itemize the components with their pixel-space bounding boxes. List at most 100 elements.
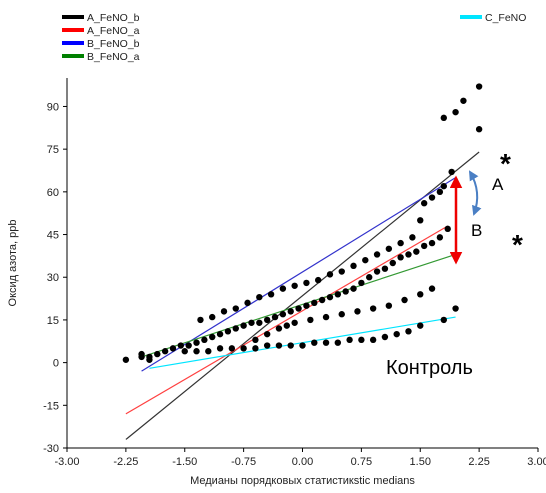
legend-label-B_FeNO_a: B_FeNO_a bbox=[87, 51, 140, 63]
data-point bbox=[303, 302, 310, 309]
data-point bbox=[244, 299, 251, 307]
data-point bbox=[185, 342, 192, 349]
data-point bbox=[146, 353, 153, 361]
data-point bbox=[409, 234, 416, 241]
blue-double-arrow bbox=[468, 170, 482, 216]
legend-label-B_FeNO_b: B_FeNO_b bbox=[87, 38, 140, 50]
y-tick-label: -30 bbox=[43, 443, 59, 455]
data-point bbox=[220, 308, 228, 315]
asterisk-upper: * bbox=[500, 148, 511, 179]
data-point bbox=[232, 305, 239, 312]
data-point bbox=[201, 336, 208, 344]
asterisk-lower: * bbox=[512, 229, 523, 260]
data-point bbox=[315, 276, 322, 284]
data-point bbox=[428, 194, 436, 201]
axes: -3.00 -2.25 -1.50 -0.75 0.00 0.75 1.50 2.25 3.00… bbox=[7, 78, 546, 487]
data-point bbox=[475, 83, 483, 90]
data-point bbox=[334, 339, 342, 346]
data-point bbox=[369, 305, 377, 312]
legend: A_FeNO_bA_FeNO_aB_FeNO_bB_FeNO_a C_FeNO bbox=[62, 12, 526, 63]
x-tick-label: 1.50 bbox=[410, 456, 431, 468]
data-point bbox=[197, 316, 204, 324]
data-point bbox=[216, 330, 224, 338]
data-point bbox=[420, 200, 428, 207]
data-point bbox=[420, 242, 428, 250]
data-point bbox=[452, 108, 459, 116]
y-tick-label: 0 bbox=[53, 358, 59, 370]
data-point bbox=[252, 336, 259, 344]
data-point bbox=[279, 311, 287, 318]
data-point bbox=[326, 271, 334, 278]
data-point bbox=[381, 333, 389, 341]
data-point bbox=[452, 305, 459, 312]
data-point bbox=[275, 342, 283, 349]
data-point bbox=[248, 319, 255, 326]
data-point bbox=[448, 168, 455, 176]
data-point bbox=[350, 285, 357, 292]
data-point bbox=[373, 268, 381, 275]
data-point bbox=[358, 279, 365, 287]
data-point bbox=[267, 291, 275, 298]
data-point bbox=[440, 316, 447, 324]
data-point bbox=[240, 322, 247, 329]
data-point bbox=[177, 342, 185, 349]
fit-lines bbox=[125, 151, 480, 440]
x-tick-label: 0.00 bbox=[292, 456, 313, 468]
y-tick-label: 60 bbox=[47, 187, 59, 199]
y-tick-label: 30 bbox=[47, 272, 59, 284]
data-points bbox=[122, 83, 483, 363]
data-point bbox=[338, 268, 345, 275]
data-point bbox=[224, 328, 232, 335]
data-point bbox=[354, 308, 361, 315]
data-point bbox=[256, 319, 263, 326]
y-tick-label: 45 bbox=[47, 230, 59, 242]
y-tick-label: 15 bbox=[47, 315, 59, 327]
x-tick-label: 3.00 bbox=[527, 456, 546, 468]
legend-label-A_FeNO_b: A_FeNO_b bbox=[87, 12, 140, 24]
data-point bbox=[161, 348, 169, 355]
data-point bbox=[436, 188, 444, 196]
data-point bbox=[389, 259, 396, 267]
data-point bbox=[279, 285, 287, 292]
data-point bbox=[154, 350, 161, 358]
data-point bbox=[122, 356, 130, 363]
data-point bbox=[385, 302, 393, 309]
data-point bbox=[358, 336, 365, 344]
data-point bbox=[209, 313, 216, 321]
y-tick-label: 90 bbox=[47, 101, 59, 113]
label-b: B bbox=[471, 221, 482, 240]
data-point bbox=[252, 345, 259, 352]
data-point bbox=[362, 256, 369, 264]
data-point bbox=[291, 282, 298, 289]
data-point bbox=[263, 316, 271, 324]
data-point bbox=[405, 251, 412, 258]
data-point bbox=[303, 279, 310, 287]
x-tick-label: -0.75 bbox=[231, 456, 256, 468]
data-point bbox=[256, 293, 263, 301]
data-point bbox=[460, 97, 467, 104]
y-axis-title: Оксид азота, ppb bbox=[7, 220, 19, 307]
data-point bbox=[193, 348, 200, 355]
legend-swatch-A_FeNO_a bbox=[62, 28, 84, 32]
data-point bbox=[334, 291, 342, 298]
data-point bbox=[209, 333, 216, 341]
data-point bbox=[169, 345, 177, 352]
data-point bbox=[393, 330, 400, 338]
label-a: A bbox=[492, 175, 504, 194]
legend-swatch-A_FeNO_b bbox=[62, 15, 84, 19]
x-tick-label: 0.75 bbox=[351, 456, 372, 468]
data-point bbox=[326, 293, 334, 301]
fit-line-B_FeNO_b bbox=[141, 177, 456, 372]
legend-swatch-C_FeNO bbox=[460, 15, 482, 19]
data-point bbox=[385, 245, 393, 252]
x-tick-label: -2.25 bbox=[113, 456, 138, 468]
data-point bbox=[205, 348, 212, 355]
data-point bbox=[428, 239, 436, 247]
data-point bbox=[291, 319, 298, 326]
data-point bbox=[350, 262, 357, 270]
y-tick-label: 75 bbox=[47, 144, 59, 156]
data-point bbox=[138, 350, 145, 358]
data-point bbox=[322, 339, 330, 346]
data-point bbox=[417, 291, 424, 298]
